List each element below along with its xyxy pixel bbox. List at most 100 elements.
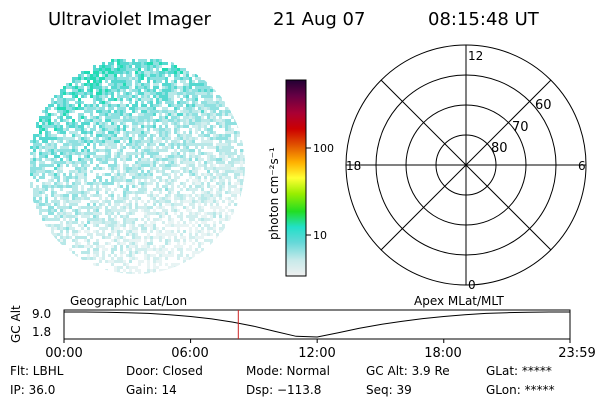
uv-pixel (75, 230, 78, 233)
uv-pixel (213, 134, 216, 137)
uv-pixel (192, 188, 195, 191)
uv-pixel (201, 236, 204, 239)
uv-pixel (102, 113, 105, 116)
uv-pixel (162, 170, 165, 173)
uv-pixel (66, 113, 69, 116)
uv-pixel (96, 239, 99, 242)
uv-pixel (36, 170, 39, 173)
uv-pixel (183, 146, 186, 149)
uv-pixel (150, 125, 153, 128)
uv-pixel (105, 152, 108, 155)
uv-pixel (141, 245, 144, 248)
uv-pixel (123, 95, 126, 98)
uv-pixel (111, 191, 114, 194)
uv-pixel (207, 173, 210, 176)
uv-pixel (69, 143, 72, 146)
uv-pixel (120, 143, 123, 146)
uv-pixel (117, 89, 120, 92)
uv-pixel (90, 116, 93, 119)
uv-pixel (216, 167, 219, 170)
uv-pixel (228, 119, 231, 122)
uv-pixel (33, 158, 36, 161)
uv-pixel (156, 149, 159, 152)
uv-pixel (141, 188, 144, 191)
uv-pixel (108, 62, 111, 65)
uv-pixel (123, 179, 126, 182)
uv-pixel (129, 239, 132, 242)
uv-pixel (120, 245, 123, 248)
uv-pixel (111, 227, 114, 230)
uv-pixel (81, 125, 84, 128)
uv-pixel (96, 137, 99, 140)
uv-pixel (96, 80, 99, 83)
uv-pixel (102, 185, 105, 188)
uv-pixel (42, 182, 45, 185)
uv-pixel (225, 125, 228, 128)
uv-pixel (213, 224, 216, 227)
uv-pixel (156, 188, 159, 191)
uv-pixel (84, 122, 87, 125)
uv-pixel (210, 137, 213, 140)
uv-pixel (90, 89, 93, 92)
uv-pixel (144, 161, 147, 164)
uv-pixel (222, 170, 225, 173)
uv-pixel (210, 86, 213, 89)
uv-pixel (138, 62, 141, 65)
uv-pixel (75, 176, 78, 179)
uv-pixel (150, 254, 153, 257)
uv-pixel (60, 158, 63, 161)
uv-pixel (75, 239, 78, 242)
uv-pixel (123, 236, 126, 239)
uv-pixel (117, 239, 120, 242)
uv-pixel (63, 131, 66, 134)
uv-pixel (120, 107, 123, 110)
uv-pixel (183, 158, 186, 161)
uv-pixel (156, 155, 159, 158)
uv-pixel (69, 125, 72, 128)
uv-pixel (102, 257, 105, 260)
uv-pixel (180, 143, 183, 146)
uv-pixel (219, 173, 222, 176)
uv-pixel (141, 176, 144, 179)
uv-pixel (132, 170, 135, 173)
uv-pixel (162, 77, 165, 80)
uv-pixel (126, 179, 129, 182)
uv-pixel (165, 128, 168, 131)
uv-pixel (63, 110, 66, 113)
uv-pixel (177, 77, 180, 80)
uv-pixel (39, 131, 42, 134)
uv-pixel (138, 248, 141, 251)
uv-pixel (192, 257, 195, 260)
uv-pixel (57, 95, 60, 98)
uv-pixel (150, 164, 153, 167)
uv-pixel (153, 209, 156, 212)
uv-pixel (168, 188, 171, 191)
uv-pixel (72, 104, 75, 107)
uv-pixel (96, 245, 99, 248)
uv-pixel (192, 107, 195, 110)
uv-pixel (132, 185, 135, 188)
uv-pixel (210, 179, 213, 182)
uv-pixel (147, 62, 150, 65)
uv-pixel (102, 248, 105, 251)
uv-pixel (198, 236, 201, 239)
uv-pixel (195, 239, 198, 242)
uv-pixel (186, 167, 189, 170)
uv-pixel (129, 203, 132, 206)
uv-pixel (129, 218, 132, 221)
uv-pixel (54, 176, 57, 179)
uv-pixel (48, 131, 51, 134)
uv-pixel (159, 158, 162, 161)
uv-pixel (177, 164, 180, 167)
uv-pixel (75, 86, 78, 89)
uv-pixel (210, 161, 213, 164)
uv-pixel (141, 71, 144, 74)
uv-pixel (126, 95, 129, 98)
uv-pixel (198, 197, 201, 200)
uv-pixel (48, 119, 51, 122)
uv-pixel (183, 125, 186, 128)
uv-pixel (147, 125, 150, 128)
uv-pixel (72, 200, 75, 203)
uv-pixel (60, 89, 63, 92)
uv-pixel (189, 233, 192, 236)
